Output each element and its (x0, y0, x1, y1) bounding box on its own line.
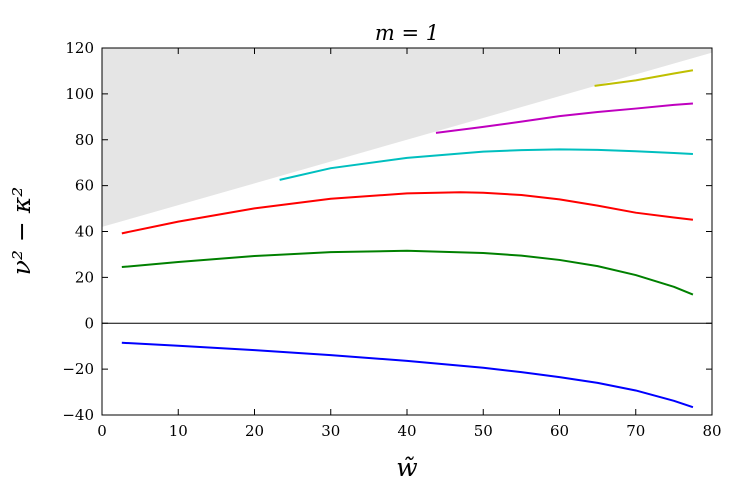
series-line-1 (121, 341, 694, 409)
series-line-5 (435, 102, 694, 134)
x-tick-label: 30 (321, 422, 340, 440)
x-tick-label: 20 (245, 422, 264, 440)
y-tick-label: 80 (75, 131, 94, 149)
y-tick-label: 20 (75, 268, 94, 286)
y-axis-label: ν² − κ² (7, 187, 36, 275)
series-line-3 (121, 191, 694, 235)
y-tick-label: 0 (84, 314, 94, 332)
x-tick-label: 70 (626, 422, 645, 440)
x-tick-label: 50 (474, 422, 493, 440)
x-tick-label: 60 (550, 422, 569, 440)
x-tick-label: 10 (169, 422, 188, 440)
x-tick-label: 40 (397, 422, 416, 440)
shaded-region (102, 48, 712, 227)
series-layer (121, 69, 694, 409)
y-tick-label: 100 (65, 85, 94, 103)
x-axis-label: w̃ (396, 453, 417, 482)
y-tick-label: 60 (75, 177, 94, 195)
x-tick-label: 0 (97, 422, 107, 440)
series-line-6 (594, 69, 694, 87)
y-tick-label: 40 (75, 223, 94, 241)
x-tick-label: 80 (702, 422, 721, 440)
chart-title: m = 1 (375, 21, 439, 45)
ticks-layer: 0 10 20 30 40 50 60 70 80 −40 −20 0 20 40 60 80 100 120 (62, 39, 721, 440)
y-tick-label: −20 (62, 360, 94, 378)
shaded-region-layer (102, 48, 712, 227)
y-tick-label: 120 (65, 39, 94, 57)
series-line-2 (121, 249, 694, 296)
series-line-4 (279, 148, 693, 181)
y-tick-label: −40 (62, 406, 94, 424)
